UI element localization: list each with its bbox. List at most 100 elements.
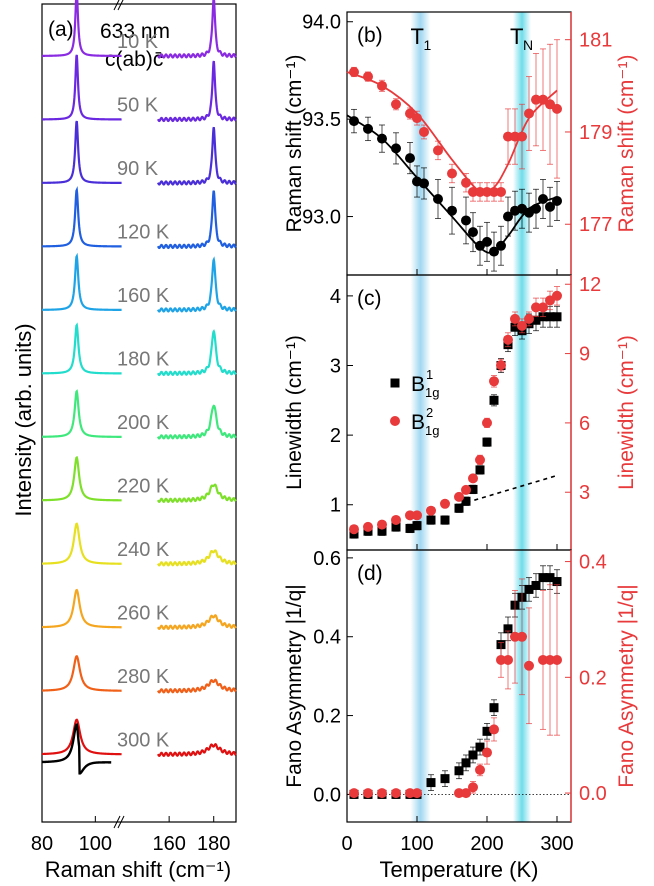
data-point: [552, 181, 562, 221]
legend-label-superscript: 2: [426, 405, 433, 420]
data-point: [419, 167, 429, 200]
marker-circle: [496, 240, 506, 251]
data-point: [433, 140, 443, 161]
temperature-label: 50 K: [117, 95, 159, 117]
data-point: [349, 66, 359, 78]
data-point: [475, 738, 485, 756]
marker-square: [468, 484, 478, 494]
data-point: [475, 763, 485, 777]
marker-square: [538, 573, 548, 583]
marker-square: [489, 703, 499, 713]
spectrum-280K-low: [41, 655, 122, 692]
marker-circle: [433, 145, 443, 156]
panel-a-x-axis-label: Raman shift (cm⁻¹): [45, 857, 231, 882]
data-point: [412, 110, 422, 126]
data-point: [496, 225, 506, 266]
right-y-tick-label: 181: [579, 30, 612, 52]
left-y-tick-label: 2: [330, 425, 341, 447]
marker-circle: [482, 747, 492, 758]
data-point: [433, 179, 443, 219]
spectrum-160K-low: [42, 252, 122, 311]
left-y-axis-label: Raman shift (cm⁻¹): [283, 55, 306, 233]
spectrum-180K-high: [157, 329, 237, 377]
marker-circle: [503, 131, 513, 142]
data-point: [482, 437, 492, 447]
marker-square: [468, 750, 478, 760]
data-point: [517, 103, 527, 170]
marker-circle: [531, 203, 541, 214]
marker-circle: [377, 80, 387, 91]
data-point: [349, 524, 359, 535]
left-y-tick-label: 0.0: [313, 784, 341, 806]
dashed-extrapolation-line: [458, 474, 558, 506]
data-point: [454, 491, 464, 502]
x-tick-label: 100: [79, 833, 112, 855]
marker-circle: [468, 186, 478, 197]
right-y-tick-label: 179: [579, 122, 612, 144]
data-point: [468, 746, 478, 764]
marker-circle: [517, 131, 527, 142]
temperature-label: 280 K: [117, 666, 170, 688]
marker-square: [489, 395, 499, 405]
data-point: [412, 521, 422, 531]
data-point: [426, 505, 436, 516]
marker-square: [426, 515, 436, 525]
data-point: [545, 186, 555, 227]
data-point: [489, 182, 499, 202]
data-point: [391, 132, 401, 165]
marker-circle: [468, 473, 478, 484]
data-point: [461, 196, 471, 245]
marker-circle: [433, 194, 443, 205]
data-point: [482, 417, 492, 428]
marker-circle: [503, 334, 513, 345]
data-point: [538, 590, 548, 730]
marker-circle: [454, 788, 464, 799]
marker-square: [545, 573, 555, 583]
marker-circle: [545, 201, 555, 212]
marker-square: [531, 580, 541, 590]
spectrum-300K-high: [157, 743, 237, 758]
temperature-label: 240 K: [117, 539, 170, 561]
marker-circle: [405, 153, 415, 164]
marker-circle: [419, 178, 429, 189]
marker-circle: [496, 360, 506, 371]
data-point: [412, 510, 422, 521]
left-y-tick-label: 94.0: [302, 12, 341, 34]
marker-circle: [447, 168, 457, 179]
spectrum-90K-low: [42, 120, 122, 185]
data-point: [468, 473, 478, 484]
left-y-tick-label: 3: [330, 356, 341, 378]
marker-circle: [552, 195, 562, 206]
data-point: [468, 182, 478, 202]
data-point: [538, 48, 548, 151]
right-y-axis-label: Linewidth (cm⁻¹): [615, 335, 638, 490]
data-point: [454, 788, 464, 799]
data-point: [524, 577, 534, 602]
left-y-tick-label: 0.4: [313, 627, 341, 649]
data-point: [440, 515, 450, 525]
spectrum-160K-high: [157, 256, 237, 313]
marker-square: [531, 315, 541, 325]
data-point: [496, 358, 506, 372]
panel-label: (b): [357, 24, 383, 47]
data-point: [482, 740, 492, 765]
marker-circle: [447, 205, 457, 216]
marker-circle: [468, 227, 478, 238]
data-point: [496, 642, 506, 678]
marker-square: [426, 778, 436, 788]
marker-circle: [531, 302, 541, 313]
data-point: [405, 788, 415, 799]
marker-circle: [349, 116, 359, 127]
data-point: [538, 565, 548, 590]
marker-TN-subscript: N: [523, 37, 533, 53]
marker-circle: [552, 103, 562, 114]
data-point: [524, 76, 534, 151]
data-point: [524, 607, 534, 725]
marker-circle: [426, 505, 436, 516]
marker-square: [440, 774, 450, 784]
data-point: [475, 465, 485, 475]
marker-circle: [377, 788, 387, 799]
data-point: [538, 297, 548, 318]
left-y-tick-label: 0.2: [313, 706, 341, 728]
data-point: [489, 231, 499, 272]
